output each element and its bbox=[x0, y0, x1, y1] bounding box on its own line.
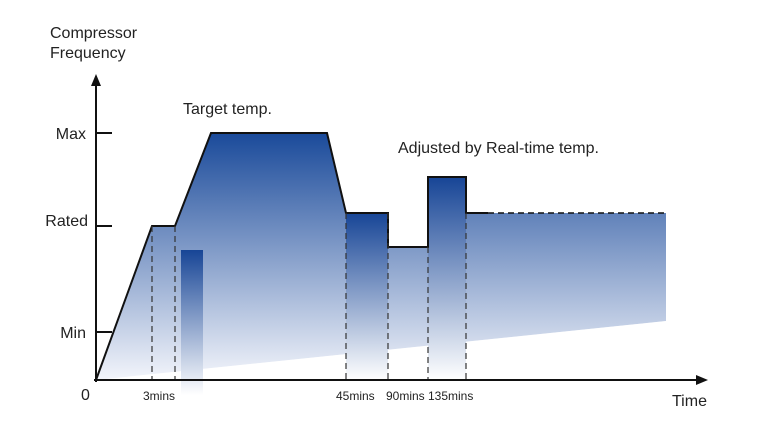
y-tick-min: Min bbox=[60, 325, 86, 342]
y-axis-arrow bbox=[91, 74, 101, 86]
x-tick-3mins: 3mins bbox=[143, 389, 175, 403]
y-axis-title-line2: Frequency bbox=[50, 45, 126, 62]
x-axis-title: Time bbox=[672, 393, 707, 410]
bar-45-90 bbox=[346, 213, 388, 380]
annotation-target-temp: Target temp. bbox=[183, 101, 272, 118]
bar-early bbox=[181, 250, 203, 395]
y-axis-title-line1: Compressor bbox=[50, 25, 138, 42]
y-tick-max: Max bbox=[56, 126, 86, 143]
x-tick-45mins: 45mins bbox=[336, 389, 375, 403]
x-tick-90mins: 90mins bbox=[386, 389, 425, 403]
annotation-adjusted: Adjusted by Real-time temp. bbox=[398, 140, 599, 157]
origin-label: 0 bbox=[81, 387, 90, 404]
bar-90-135 bbox=[428, 177, 466, 380]
y-tick-rated: Rated bbox=[45, 213, 88, 230]
x-axis-arrow bbox=[696, 375, 708, 385]
x-tick-135mins: 135mins bbox=[428, 389, 473, 403]
